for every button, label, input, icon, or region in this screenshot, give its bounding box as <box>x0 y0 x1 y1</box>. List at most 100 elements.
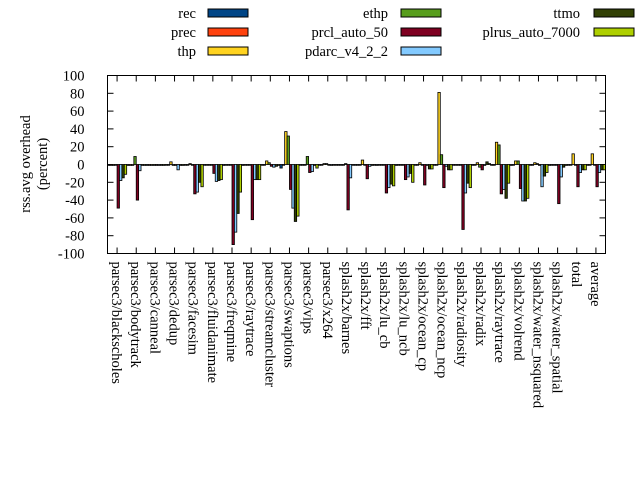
bar-plrus_auto_7000 <box>200 164 204 188</box>
bar-plrus_auto_7000 <box>219 164 223 181</box>
x-tick-label: splash2x/radiosity <box>453 262 469 368</box>
x-tick-label: parsec3/facesim <box>185 262 201 356</box>
bar-ttmo <box>485 161 489 165</box>
bar-prcl_auto_50 <box>423 164 427 186</box>
bar-thp <box>590 153 594 165</box>
bar-prcl_auto_50 <box>346 164 350 211</box>
y-axis-label-line-1: rss.avg overhead <box>18 115 34 213</box>
legend-label: ethp <box>363 6 388 22</box>
bar-plrus_auto_7000 <box>257 164 262 181</box>
bar-prcl_auto_50 <box>442 164 446 189</box>
bar-plrus_auto_7000 <box>296 164 300 217</box>
legend-label: thp <box>177 44 196 60</box>
x-tick-label: splash2x/volrend <box>510 262 526 362</box>
y-tick-label: -100 <box>58 247 85 263</box>
bar-thp <box>475 162 480 165</box>
bar-plrus_auto_7000 <box>487 163 492 165</box>
x-axis: parsec3/blackscholes parsec3/bodytrack par… <box>108 75 603 409</box>
bar-plrus_auto_7000 <box>545 164 549 173</box>
bar-plrus_auto_7000 <box>526 164 530 199</box>
legend-item-prcl_auto_50: prcl_auto_50 <box>311 25 442 41</box>
y-tick-label: -20 <box>65 175 84 191</box>
bar-thp <box>131 164 135 166</box>
bar-ttmo <box>562 164 566 168</box>
bar-plrus_auto_7000 <box>468 164 472 189</box>
x-tick-label: splash2x/barnes <box>338 262 354 355</box>
x-tick-label: parsec3/bodytrack <box>127 262 143 369</box>
bar-pdarc_v4_2_2 <box>482 164 487 166</box>
bar-plrus_auto_7000 <box>411 164 415 183</box>
bar-thp <box>169 161 173 165</box>
bar-ethp <box>535 163 539 165</box>
x-tick-label: splash2x/raytrace <box>491 262 507 363</box>
legend-swatch <box>207 46 249 56</box>
y-axis-label-line-2: (percent) <box>35 138 51 190</box>
bar-plrus_auto_7000 <box>238 164 242 193</box>
x-tick-label: parsec3/dedup <box>166 262 182 346</box>
y-tick-label: 0 <box>77 158 84 174</box>
bar-pdarc_v4_2_2 <box>559 164 563 178</box>
x-tick-label: parsec3/vips <box>300 262 316 335</box>
bar-plrus_auto_7000 <box>315 164 319 169</box>
bar-ethp <box>439 154 444 165</box>
bar-thp <box>571 153 575 165</box>
x-tick-label: parsec3/raytrace <box>242 262 258 357</box>
legend-swatch <box>207 8 249 18</box>
bar-pdarc_v4_2_2 <box>310 164 314 173</box>
bar-prcl_auto_50 <box>116 164 120 209</box>
legend-item-ethp: ethp <box>363 6 442 22</box>
x-tick-label: total <box>568 262 584 288</box>
bar-ethp <box>516 160 520 165</box>
bar-thp <box>418 162 422 165</box>
legend-swatch <box>207 27 249 37</box>
bar-plrus_auto_7000 <box>123 164 128 175</box>
bar-prcl_auto_50 <box>365 164 369 180</box>
bar-prcl_auto_50 <box>576 164 580 188</box>
bar-ethp <box>305 156 310 165</box>
bar-plrus_auto_7000 <box>430 164 434 170</box>
y-tick-label: 20 <box>70 140 85 156</box>
bar-thp <box>360 159 365 165</box>
bars <box>107 92 606 245</box>
legend-swatch <box>400 27 442 37</box>
bar-prcl_auto_50 <box>135 164 140 201</box>
legend-swatch <box>400 8 442 18</box>
bar-ethp <box>344 163 348 165</box>
x-tick-label: parsec3/fluidanimate <box>204 262 220 384</box>
legend-swatch <box>400 46 442 56</box>
legend-label: prec <box>171 25 196 41</box>
legend-label: pdarc_v4_2_2 <box>305 44 388 60</box>
bar-prcl_auto_50 <box>250 164 254 221</box>
x-tick-label: parsec3/freqmine <box>223 262 239 363</box>
bar-ethp <box>133 156 137 165</box>
bar-plrus_auto_7000 <box>506 164 511 184</box>
y-tick-label: 60 <box>70 104 85 120</box>
x-tick-label: splash2x/water_spatial <box>549 262 565 394</box>
x-tick-label: splash2x/water_nsquared <box>529 262 545 409</box>
legend-label: ttmo <box>553 6 580 22</box>
y-tick-label: 40 <box>70 122 85 138</box>
legend-item-pdarc_v4_2_2: pdarc_v4_2_2 <box>305 44 442 60</box>
x-tick-label: parsec3/x264 <box>319 262 335 340</box>
bar-thp <box>437 92 441 165</box>
x-tick-label: splash2x/radix <box>472 262 488 347</box>
y-axis-label: rss.avg overhead (percent) <box>18 115 51 213</box>
x-tick-label: parsec3/blackscholes <box>108 262 124 385</box>
bar-ethp <box>497 144 501 165</box>
bar-prcl_auto_50 <box>461 164 465 230</box>
legend-label: plrus_auto_7000 <box>483 25 580 41</box>
bar-prcl_auto_50 <box>480 164 484 171</box>
y-tick-label: 80 <box>70 86 85 102</box>
x-tick-label: splash2x/ocean_ncp <box>434 262 450 379</box>
y-tick-label: 100 <box>63 69 85 85</box>
bar-ethp <box>324 163 329 165</box>
x-tick-label: average <box>587 262 603 307</box>
bar-plrus_auto_7000 <box>583 164 587 171</box>
x-tick-label: splash2x/lu_cb <box>376 262 392 349</box>
legend-item-prec: prec <box>171 25 249 41</box>
legend-swatch <box>593 27 635 37</box>
legend-label: rec <box>178 6 196 22</box>
legend-item-rec: rec <box>178 6 249 22</box>
bar-ethp <box>267 162 271 165</box>
